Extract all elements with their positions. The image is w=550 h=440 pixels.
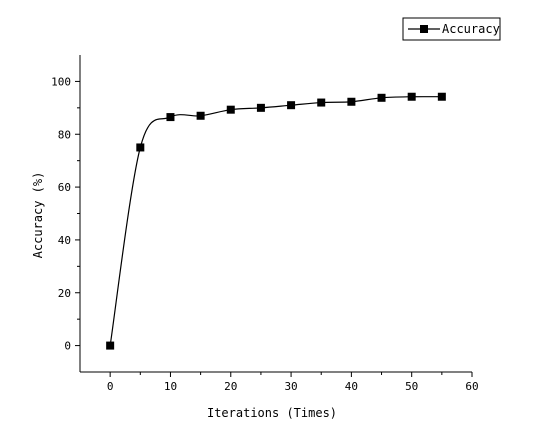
x-tick-label-40: 40	[345, 380, 358, 393]
markers-layer	[106, 92, 446, 350]
y-tick-label-80: 80	[58, 128, 71, 141]
data-point-30	[287, 101, 296, 110]
legend-box	[402, 17, 501, 41]
data-point-40	[347, 97, 356, 106]
data-point-15	[196, 111, 205, 120]
legend: Accuracy	[402, 17, 501, 41]
y-axis-title: Accuracy (%)	[31, 172, 45, 259]
axes	[79, 55, 472, 373]
data-point-20	[226, 105, 235, 114]
x-axis-title: Iterations (Times)	[207, 406, 337, 420]
x-tick-label-50: 50	[405, 380, 418, 393]
x-tick-label-30: 30	[284, 380, 297, 393]
x-tick-label-10: 10	[164, 380, 177, 393]
legend-marker-sample	[420, 25, 428, 33]
data-point-45	[377, 93, 386, 102]
data-point-55	[437, 92, 446, 101]
y-tick-label-100: 100	[51, 75, 71, 88]
tick-marks	[75, 80, 473, 377]
x-tick-label-20: 20	[224, 380, 237, 393]
y-tick-label-0: 0	[64, 340, 71, 353]
data-point-25	[256, 103, 265, 112]
series-line-0	[109, 96, 442, 346]
series-layer	[109, 96, 442, 346]
y-tick-label-40: 40	[58, 234, 71, 247]
y-tick-label-60: 60	[58, 181, 71, 194]
x-tick-label-60: 60	[465, 380, 478, 393]
legend-label-accuracy: Accuracy	[442, 22, 500, 36]
tick-labels: 0 10 20 30 40 50 60 0 20 40 60 80 100	[51, 75, 479, 393]
data-point-10	[166, 113, 175, 122]
data-point-5	[136, 143, 145, 152]
data-point-50	[407, 92, 416, 101]
y-tick-label-20: 20	[58, 287, 71, 300]
x-tick-label-0: 0	[107, 380, 114, 393]
data-point-35	[317, 98, 326, 107]
data-point-0	[106, 341, 115, 350]
